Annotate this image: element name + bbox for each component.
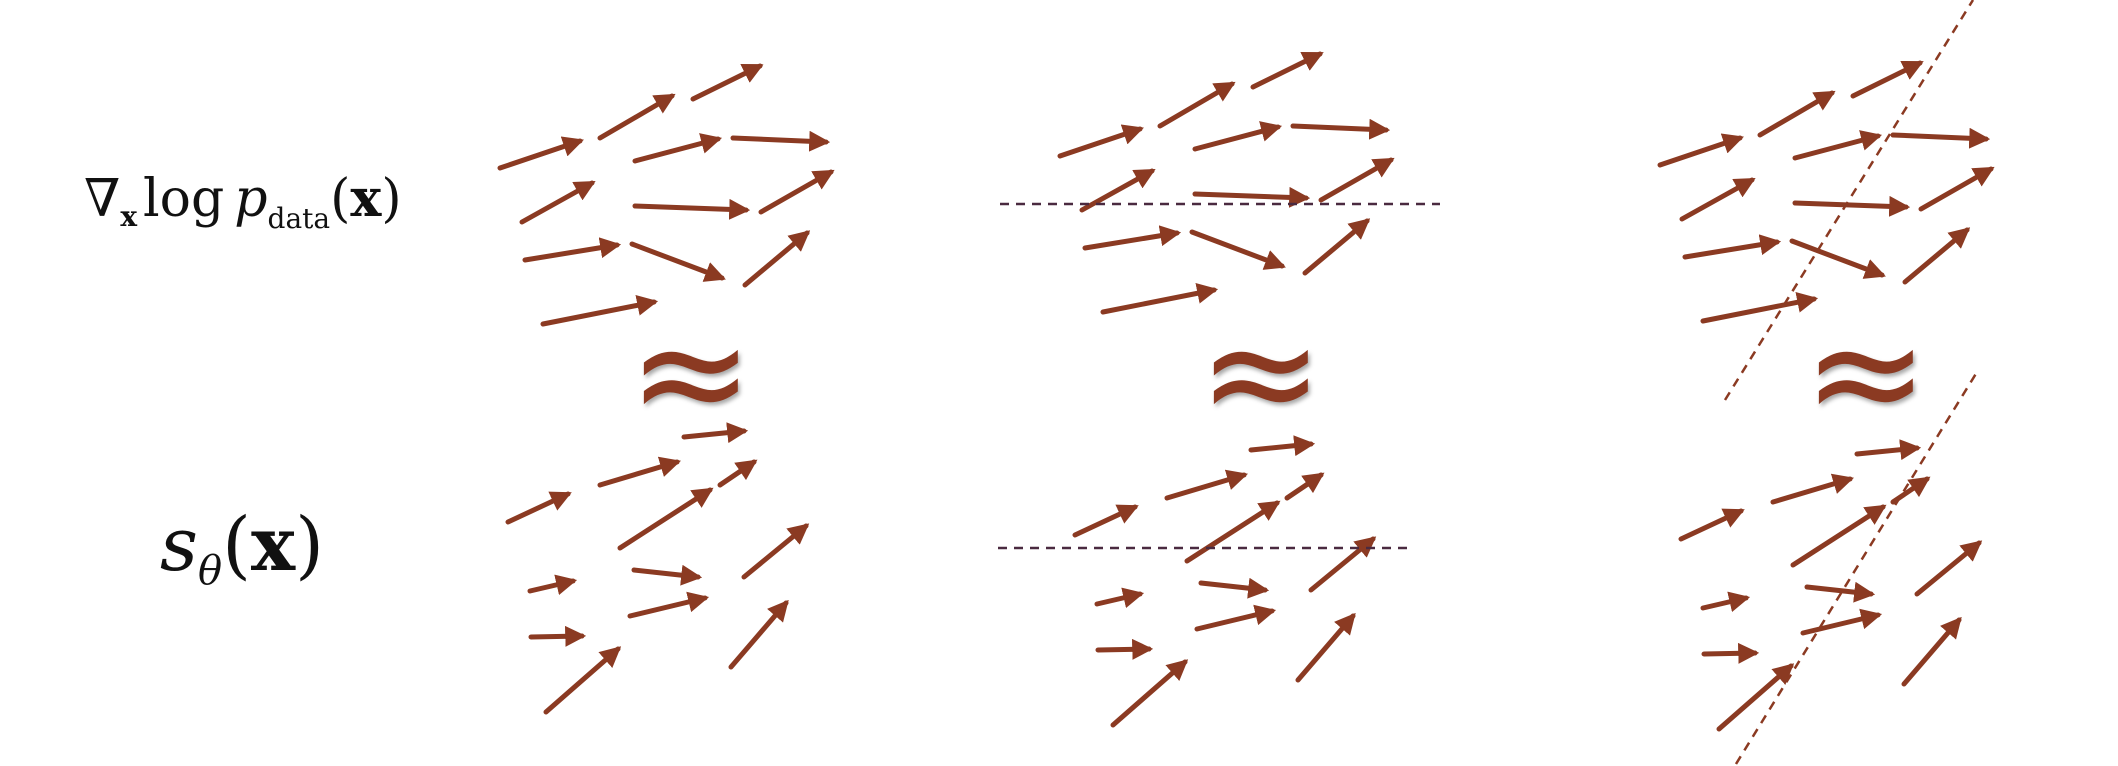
panel-2-bottom-arrow-2 [1164,469,1249,501]
panel-3-top-arrow-4 [1792,130,1883,161]
panel-1-top-arrow-8 [758,169,835,215]
panel-2-top-arrow-1 [1057,124,1144,159]
panel-3-top-arrow-10 [1789,238,1886,279]
true-score-label: ∇x log pdata(x) [84,168,402,235]
approx-symbol-panel-2: ≈ [1198,286,1324,460]
log-operator: log [143,169,225,229]
panel-3-top-arrow-2 [1757,90,1836,138]
panel-3-bottom-arrow-4 [1678,508,1745,542]
panel-2-top-arrow-4 [1192,121,1283,152]
panel-1-bottom-arrow-2 [597,456,682,488]
panel-2-top-arrow-2 [1157,81,1236,129]
gradient-subscript: x [120,200,138,233]
arrows-layer [497,51,1995,732]
panel-2-bottom-arrow-9 [1194,604,1277,632]
panel-2-top-arrow-6 [1079,168,1156,213]
panel-1-top-arrow-2 [597,93,676,141]
panel-3-bottom-arrow-7 [1914,540,1983,597]
panel-3-bottom-arrow-6 [1804,581,1876,603]
panel-3-bottom-arrow-11 [1701,642,1760,664]
panel-2-top-arrow-7 [1192,186,1311,208]
panel-2-top-arrow-8 [1318,157,1395,203]
dividers-layer [998,0,1979,765]
panel-1-top-arrow-1 [497,136,584,171]
nabla-symbol: ∇ [84,169,121,229]
panel-2-bottom-arrow-12 [1110,659,1189,728]
panel-1-top-arrow-10 [629,241,726,282]
panel-3-top-arrow-5 [1890,127,1991,149]
panel-2-bottom-arrow-4 [1072,504,1139,538]
panel-3-top-arrow-11 [1902,227,1971,285]
theta-subscript: θ [197,548,223,594]
open-paren: ( [330,169,351,229]
panel-2-top-arrow-5 [1290,118,1391,140]
panel-1-bottom-arrow-8 [527,574,578,596]
panel-3-top-arrow-12 [1700,291,1819,324]
panel-1-top-arrow-5 [730,130,831,152]
panel-2-bottom-arrow-10 [1295,612,1356,683]
panel-2-bottom-arrow-11 [1095,638,1154,660]
panel-3-top-dashed-line [1723,0,1975,401]
panel-1-top-arrow-3 [690,63,764,102]
panel-1-top-arrow-9 [522,237,622,263]
panel-3-bottom-arrow-9 [1800,608,1883,636]
panel-1-top-arrow-4 [632,133,723,164]
panel-2-bottom-arrow-5 [1184,500,1281,564]
panel-3-bottom-arrow-2 [1770,473,1855,505]
panel-3-top-arrow-9 [1682,234,1782,260]
score-symbol: s [160,502,198,588]
panel-2-top-arrow-12 [1100,282,1219,315]
panel-3-bottom-arrow-8 [1700,591,1751,613]
variable-x: x [250,502,296,588]
panel-3-bottom-arrow-10 [1901,616,1962,687]
panel-3-bottom-arrow-12 [1716,663,1795,732]
panel-1-bottom-arrow-12 [543,646,622,715]
panel-1-bottom-arrow-9 [627,591,710,619]
panel-1-bottom-arrow-1 [681,422,749,444]
approx-symbol-panel-3: ≈ [1803,286,1929,460]
panel-1-top-arrow-12 [540,294,659,327]
approx-symbol-panel-1: ≈ [628,286,754,460]
density-symbol: p [234,169,268,229]
panel-1-top-arrow-11 [742,230,811,288]
panel-1-top-arrow-6 [519,180,596,225]
variable-x: x [350,168,382,229]
panel-2-bottom-arrow-6 [1198,577,1270,599]
panel-3-top-arrow-1 [1657,133,1744,168]
close-paren: ) [295,502,324,588]
panel-3-top-arrow-6 [1679,177,1756,222]
density-subscript: data [267,202,331,235]
open-paren: ( [222,502,251,588]
panel-2-bottom-arrow-3 [1284,472,1325,501]
panel-3-top-arrow-8 [1918,166,1995,212]
panel-3-bottom-dashed-line [1734,371,1979,765]
panel-3-top-arrow-3 [1850,60,1924,99]
panel-1-bottom-arrow-11 [528,625,587,647]
panel-2-top-arrow-9 [1082,225,1182,251]
panel-1-bottom-arrow-10 [728,599,789,670]
model-score-label: sθ(x) [160,502,324,594]
panel-1-bottom-arrow-7 [741,523,810,580]
panel-2-bottom-arrow-1 [1248,435,1316,457]
panel-3-bottom-arrow-1 [1854,439,1922,461]
panel-2-top-arrow-3 [1250,51,1324,90]
panel-1-bottom-arrow-5 [617,487,714,551]
close-paren: ) [381,169,402,229]
panel-3-top-arrow-7 [1792,195,1911,217]
panel-1-bottom-arrow-3 [717,459,758,488]
panel-2-bottom-arrow-8 [1094,587,1145,609]
panel-2-top-arrow-10 [1189,229,1286,270]
panel-1-bottom-arrow-4 [505,491,572,525]
panel-3-bottom-arrow-5 [1790,504,1887,568]
panel-2-bottom-arrow-7 [1308,536,1377,593]
panel-2-top-arrow-11 [1302,218,1371,276]
panel-1-bottom-arrow-6 [631,564,703,586]
panel-1-top-arrow-7 [632,198,751,220]
